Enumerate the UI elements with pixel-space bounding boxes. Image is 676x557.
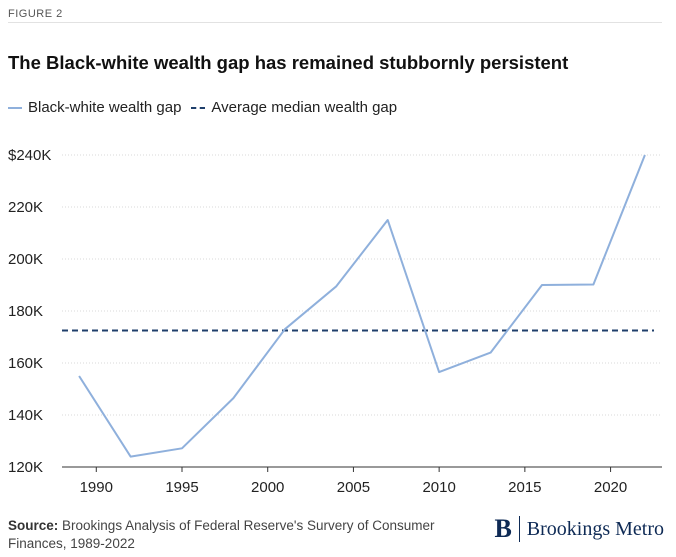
brand-name: Brookings Metro (526, 517, 664, 540)
legend-item-series: Black-white wealth gap (8, 99, 181, 116)
x-tick-label: 2005 (337, 479, 370, 496)
brand-logo-block: B Brookings Metro (494, 514, 664, 544)
chart-title: The Black-white wealth gap has remained … (8, 52, 569, 73)
y-tick-label: 160K (8, 355, 43, 372)
source-label: Source: (8, 518, 59, 533)
x-tick-label: 2020 (594, 479, 627, 496)
brand-divider (518, 516, 520, 542)
x-tick-label: 2015 (508, 479, 541, 496)
series-line-black-white-wealth-gap (78, 154, 646, 458)
top-divider (8, 22, 662, 23)
legend-swatch-dashed (191, 106, 206, 109)
y-tick-label: 220K (8, 199, 43, 216)
figure-label: FIGURE 2 (8, 8, 63, 20)
legend-item-average: Average median wealth gap (191, 99, 397, 116)
y-tick-label: 200K (8, 251, 43, 268)
x-tick-label: 2000 (251, 479, 284, 496)
chart-legend: Black-white wealth gap Average median we… (8, 99, 407, 116)
x-tick-label: 1995 (165, 479, 198, 496)
y-tick-label: 140K (8, 407, 43, 424)
x-tick-label: 1990 (80, 479, 113, 496)
legend-label-average: Average median wealth gap (211, 99, 398, 116)
y-tick-label: $240K (8, 147, 51, 164)
source-text: Brookings Analysis of Federal Reserve's … (8, 518, 435, 551)
legend-label-series: Black-white wealth gap (28, 99, 182, 116)
y-tick-label: 180K (8, 303, 43, 320)
legend-swatch-solid (8, 106, 22, 109)
x-tick-label: 2010 (422, 479, 455, 496)
y-tick-label: 120K (8, 459, 43, 476)
brand-logo-mark: B (494, 514, 512, 543)
source-note: Source: Brookings Analysis of Federal Re… (8, 517, 478, 553)
